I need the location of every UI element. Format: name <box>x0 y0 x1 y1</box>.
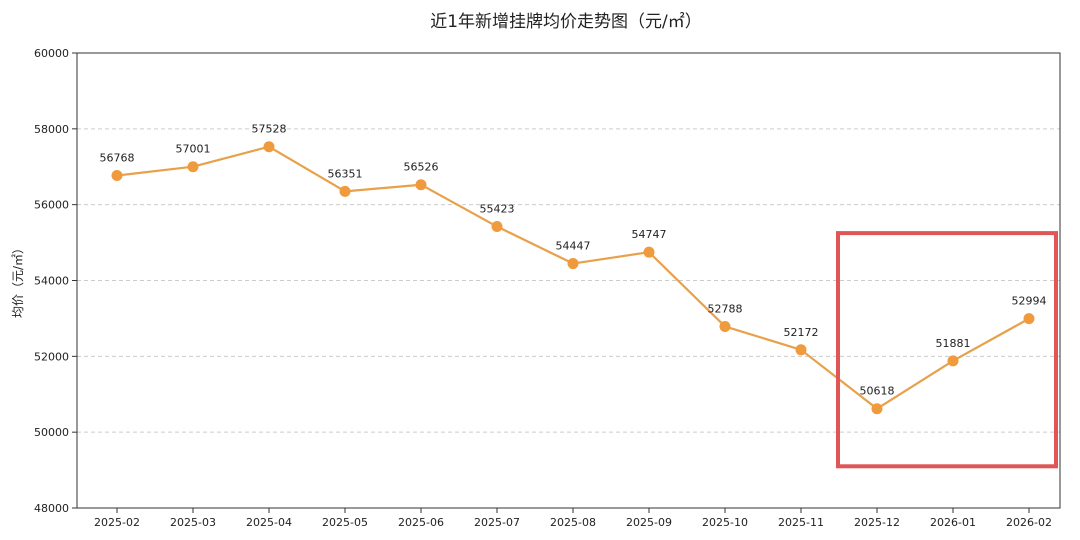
x-tick-label: 2026-02 <box>1006 516 1052 529</box>
data-label: 56768 <box>100 152 135 165</box>
x-tick-label: 2025-07 <box>474 516 520 529</box>
data-point <box>567 258 579 270</box>
data-label: 50618 <box>860 385 895 398</box>
x-tick-label: 2025-10 <box>702 516 748 529</box>
gridlines <box>77 128 1060 433</box>
data-point <box>111 170 123 182</box>
data-point <box>187 161 199 173</box>
data-label: 55423 <box>480 203 515 216</box>
y-tick-label: 50000 <box>34 426 69 439</box>
series-markers <box>111 141 1035 415</box>
y-tick-label: 56000 <box>34 199 69 212</box>
x-tick-label: 2025-05 <box>322 516 368 529</box>
y-tick-label: 54000 <box>34 275 69 288</box>
x-tick-label: 2025-08 <box>550 516 596 529</box>
chart-title: 近1年新增挂牌均价走势图（元/㎡） <box>430 12 702 32</box>
data-point <box>263 141 275 153</box>
y-axis-label: 均价（元/㎡） <box>11 242 25 318</box>
data-point <box>339 185 351 197</box>
y-tick-label: 58000 <box>34 123 69 136</box>
y-tick-label: 60000 <box>34 47 69 60</box>
data-label: 56351 <box>328 167 363 180</box>
data-label: 54747 <box>632 228 667 241</box>
data-label: 52172 <box>784 326 819 339</box>
data-label: 52994 <box>1012 295 1047 308</box>
x-tick-label: 2025-09 <box>626 516 672 529</box>
y-tick-label: 48000 <box>34 502 69 515</box>
data-label: 57528 <box>252 123 287 136</box>
y-axis: 48000 50000 52000 54000 56000 58000 60000 <box>34 47 77 515</box>
data-label: 56526 <box>404 161 439 174</box>
data-label: 52788 <box>708 302 743 315</box>
series-line <box>116 145 1030 410</box>
data-point <box>871 403 883 415</box>
x-axis: 2025-02 2025-03 2025-04 2025-05 2025-06 2025-… <box>94 508 1052 529</box>
data-label: 57001 <box>176 143 211 156</box>
data-point <box>491 221 503 233</box>
data-point <box>643 246 655 258</box>
data-label: 54447 <box>556 240 591 253</box>
x-tick-label: 2026-01 <box>930 516 976 529</box>
data-label: 51881 <box>936 337 971 350</box>
data-point <box>1023 313 1035 325</box>
x-tick-label: 2025-02 <box>94 516 140 529</box>
x-tick-label: 2025-12 <box>854 516 900 529</box>
y-tick-label: 52000 <box>34 350 69 363</box>
data-point <box>719 320 731 332</box>
x-tick-label: 2025-04 <box>246 516 292 529</box>
data-point <box>795 344 807 356</box>
highlight-box <box>836 231 1058 469</box>
x-tick-label: 2025-11 <box>778 516 824 529</box>
x-tick-label: 2025-03 <box>170 516 216 529</box>
data-point <box>415 179 427 191</box>
x-tick-label: 2025-06 <box>398 516 444 529</box>
data-labels: 56768 57001 57528 56351 56526 55423 54447 54747… <box>100 123 1047 398</box>
data-point <box>947 355 959 367</box>
